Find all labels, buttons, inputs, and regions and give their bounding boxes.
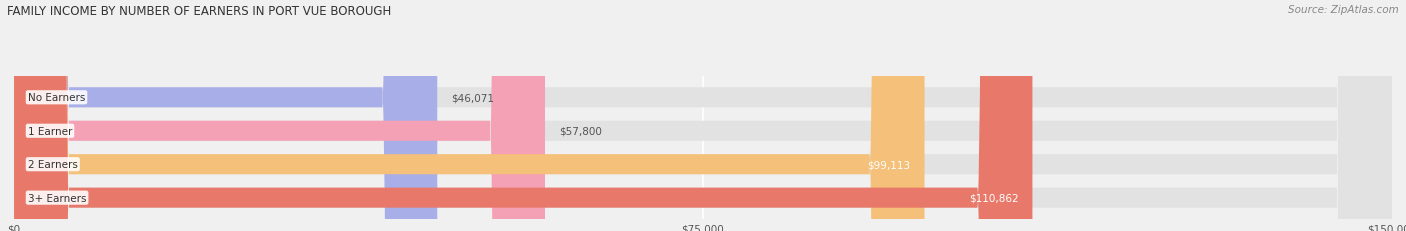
Text: No Earners: No Earners	[28, 93, 86, 103]
Text: 1 Earner: 1 Earner	[28, 126, 72, 136]
FancyBboxPatch shape	[14, 0, 1032, 231]
FancyBboxPatch shape	[14, 0, 925, 231]
Text: $57,800: $57,800	[558, 126, 602, 136]
Text: $110,862: $110,862	[969, 193, 1018, 203]
Text: 2 Earners: 2 Earners	[28, 160, 77, 170]
Text: $46,071: $46,071	[451, 93, 494, 103]
FancyBboxPatch shape	[14, 0, 1392, 231]
FancyBboxPatch shape	[14, 0, 437, 231]
Text: $99,113: $99,113	[868, 160, 911, 170]
FancyBboxPatch shape	[14, 0, 1392, 231]
Text: Source: ZipAtlas.com: Source: ZipAtlas.com	[1288, 5, 1399, 15]
FancyBboxPatch shape	[14, 0, 546, 231]
FancyBboxPatch shape	[14, 0, 1392, 231]
FancyBboxPatch shape	[14, 0, 1392, 231]
Text: FAMILY INCOME BY NUMBER OF EARNERS IN PORT VUE BOROUGH: FAMILY INCOME BY NUMBER OF EARNERS IN PO…	[7, 5, 391, 18]
Text: 3+ Earners: 3+ Earners	[28, 193, 86, 203]
